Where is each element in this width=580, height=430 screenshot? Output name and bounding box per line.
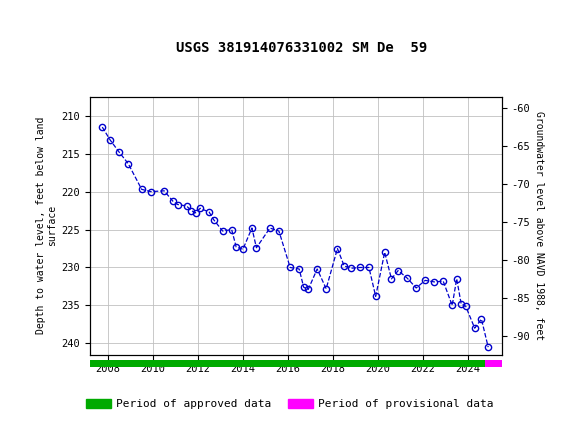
Bar <box>485 360 502 367</box>
Legend: Period of approved data, Period of provisional data: Period of approved data, Period of provi… <box>82 395 498 414</box>
Y-axis label: Depth to water level, feet below land
surface: Depth to water level, feet below land su… <box>35 117 57 335</box>
Text: USGS 381914076331002 SM De  59: USGS 381914076331002 SM De 59 <box>176 41 427 55</box>
Y-axis label: Groundwater level above NAVD 1988, feet: Groundwater level above NAVD 1988, feet <box>534 111 545 340</box>
Text: ≋USGS: ≋USGS <box>3 10 74 28</box>
